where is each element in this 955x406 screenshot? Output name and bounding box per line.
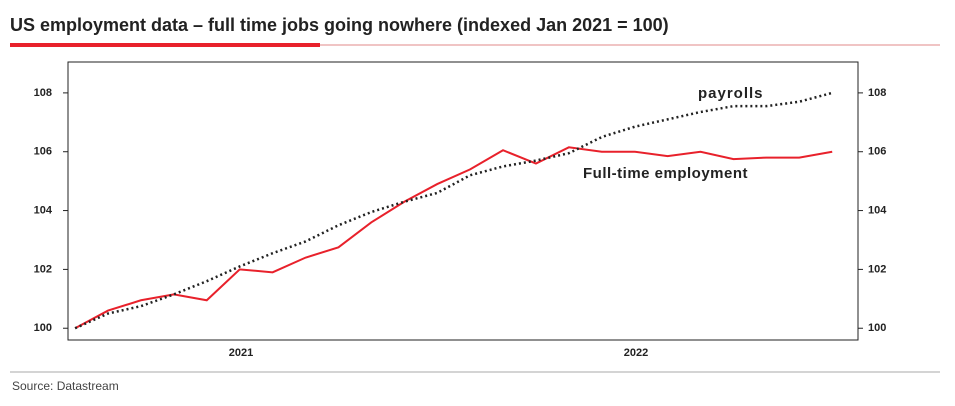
x-tick-label: 2021	[229, 347, 253, 359]
series-line	[74, 146, 833, 330]
source: Source: Datastream	[12, 379, 119, 393]
y-tick-label: 106	[34, 146, 52, 158]
y2-tick-label: 100	[868, 322, 886, 334]
y2-tick-label: 106	[868, 146, 886, 158]
y2-tick-label: 102	[868, 263, 886, 275]
y2-tick-label: 108	[868, 87, 886, 99]
y-tick-label: 102	[34, 263, 52, 275]
annotation: Full-time employment	[583, 165, 748, 182]
y-tick-label: 100	[34, 322, 52, 334]
annotation: payrolls	[698, 85, 764, 102]
y2-tick-label: 104	[868, 204, 887, 216]
x-tick-label: 2022	[624, 347, 648, 359]
plot-frame	[67, 61, 859, 341]
chart-title: US employment data – full time jobs goin…	[10, 15, 669, 35]
y-tick-label: 104	[34, 204, 53, 216]
y-tick-label: 108	[34, 87, 52, 99]
series-line	[74, 91, 833, 330]
